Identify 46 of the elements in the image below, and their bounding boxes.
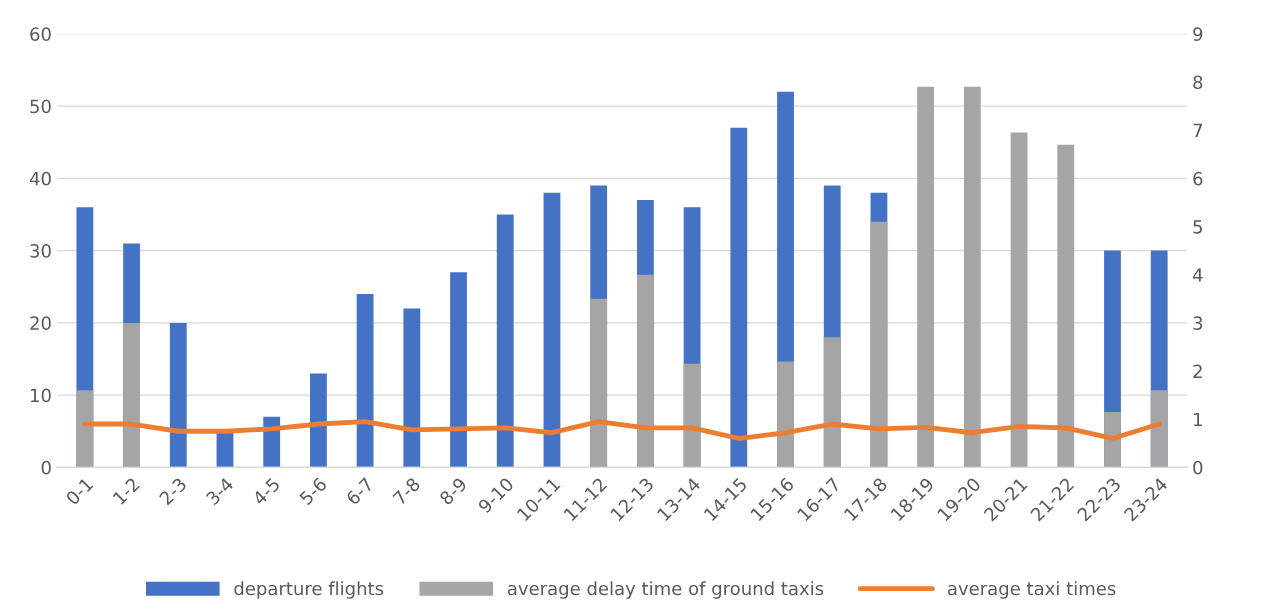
x-tick-label: 0-1 xyxy=(65,477,94,506)
y2-tick-label: 3 xyxy=(1193,316,1203,330)
bar xyxy=(76,390,94,468)
bar xyxy=(1104,412,1121,468)
bar xyxy=(777,361,794,468)
bar xyxy=(169,322,187,468)
y2-tick-label: 6 xyxy=(1193,171,1203,186)
y2-tick-label: 4 xyxy=(1192,268,1203,282)
bar xyxy=(963,86,981,468)
line-series xyxy=(82,419,1162,441)
bar xyxy=(310,373,327,468)
y-tick-label: 60 xyxy=(30,27,51,41)
x-tick-label: 6-7 xyxy=(345,477,374,506)
y2-tick-label: 0 xyxy=(1193,460,1203,475)
x-tick-label: 4-5 xyxy=(251,477,281,506)
bar xyxy=(1057,144,1075,468)
x-tick-label: 3-4 xyxy=(205,476,235,506)
y2-tick-label: 7 xyxy=(1193,123,1203,138)
bar xyxy=(496,214,514,468)
x-tick-label: 8-9 xyxy=(438,476,468,506)
bar xyxy=(1010,132,1028,468)
x-tick-label: 1-2 xyxy=(112,477,140,505)
bar xyxy=(543,192,561,468)
y2-tick-label: 8 xyxy=(1193,75,1203,90)
y2-tick-label: 2 xyxy=(1193,364,1202,378)
legend-label: average taxi times xyxy=(947,581,1116,599)
y-tick-label: 0 xyxy=(41,460,51,475)
y-tick-label: 20 xyxy=(30,316,51,330)
y-tick-label: 50 xyxy=(30,99,51,114)
y2-tick-label: 1 xyxy=(1194,412,1202,427)
bar xyxy=(917,86,935,468)
y-tick-label: 30 xyxy=(30,244,51,258)
bar xyxy=(730,127,748,468)
y-tick-label: 10 xyxy=(30,388,51,403)
x-tick-label: 5-6 xyxy=(298,476,328,506)
bar xyxy=(450,272,467,468)
x-tick-label: 7-8 xyxy=(392,476,421,506)
x-tick-label: 2-3 xyxy=(158,476,188,506)
y2-tick-label: 5 xyxy=(1193,220,1202,234)
bar xyxy=(263,416,281,468)
legend-label: departure flights xyxy=(234,581,384,599)
y-tick-label: 40 xyxy=(29,171,51,186)
legend-label: average delay time of ground taxis xyxy=(507,581,824,599)
y2-tick-label: 9 xyxy=(1193,27,1203,41)
bar xyxy=(403,308,421,468)
bar xyxy=(356,293,374,468)
